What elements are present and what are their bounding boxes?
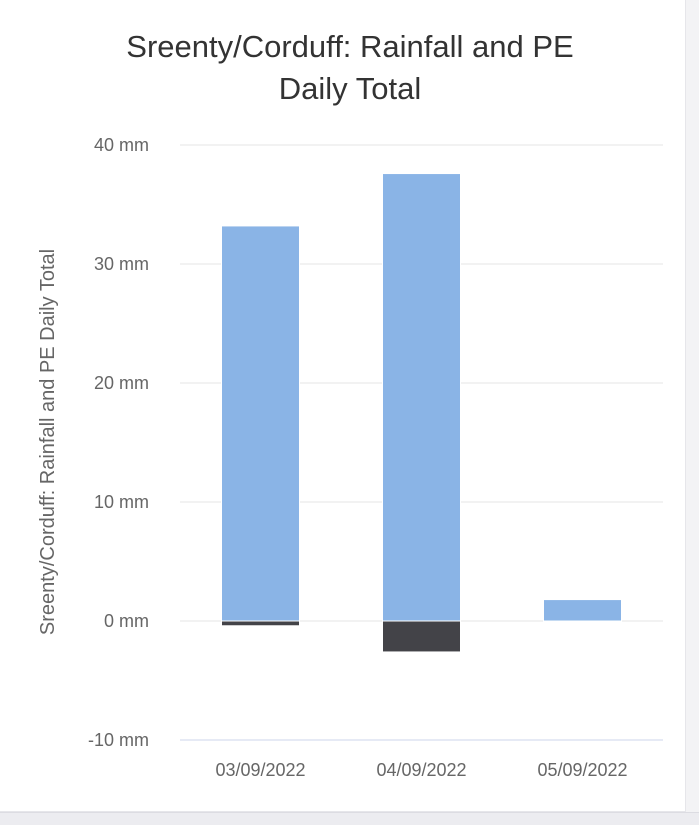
x-tick-label: 05/09/2022 (537, 760, 627, 780)
y-tick-label: 30 mm (94, 254, 149, 274)
chart-title-line-1: Sreenty/Corduff: Rainfall and PE (126, 29, 573, 64)
bar-series-0-2[interactable] (543, 599, 622, 622)
y-axis-title: Sreenty/Corduff: Rainfall and PE Daily T… (37, 249, 59, 635)
bar-series-0-1[interactable] (382, 173, 461, 622)
bar-series-0-0[interactable] (221, 225, 300, 622)
x-tick-label: 04/09/2022 (376, 760, 466, 780)
bar-series-1-1[interactable] (382, 620, 461, 653)
y-tick-label: 10 mm (94, 492, 149, 512)
y-tick-label: 20 mm (94, 373, 149, 393)
chart-card: Sreenty/Corduff: Rainfall and PE Daily T… (0, 0, 686, 812)
chart-title-line-2: Daily Total (279, 71, 421, 106)
bars (221, 173, 622, 653)
x-axis-ticks: 03/09/2022 04/09/2022 05/09/2022 (215, 760, 627, 780)
y-tick-label: 0 mm (104, 611, 149, 631)
bottom-strip (0, 812, 699, 825)
x-tick-label: 03/09/2022 (215, 760, 305, 780)
y-axis-ticks: 40 mm 30 mm 20 mm 10 mm 0 mm -10 mm (88, 135, 149, 750)
bar-series-1-0[interactable] (221, 620, 300, 627)
y-tick-label: 40 mm (94, 135, 149, 155)
y-tick-label: -10 mm (88, 730, 149, 750)
